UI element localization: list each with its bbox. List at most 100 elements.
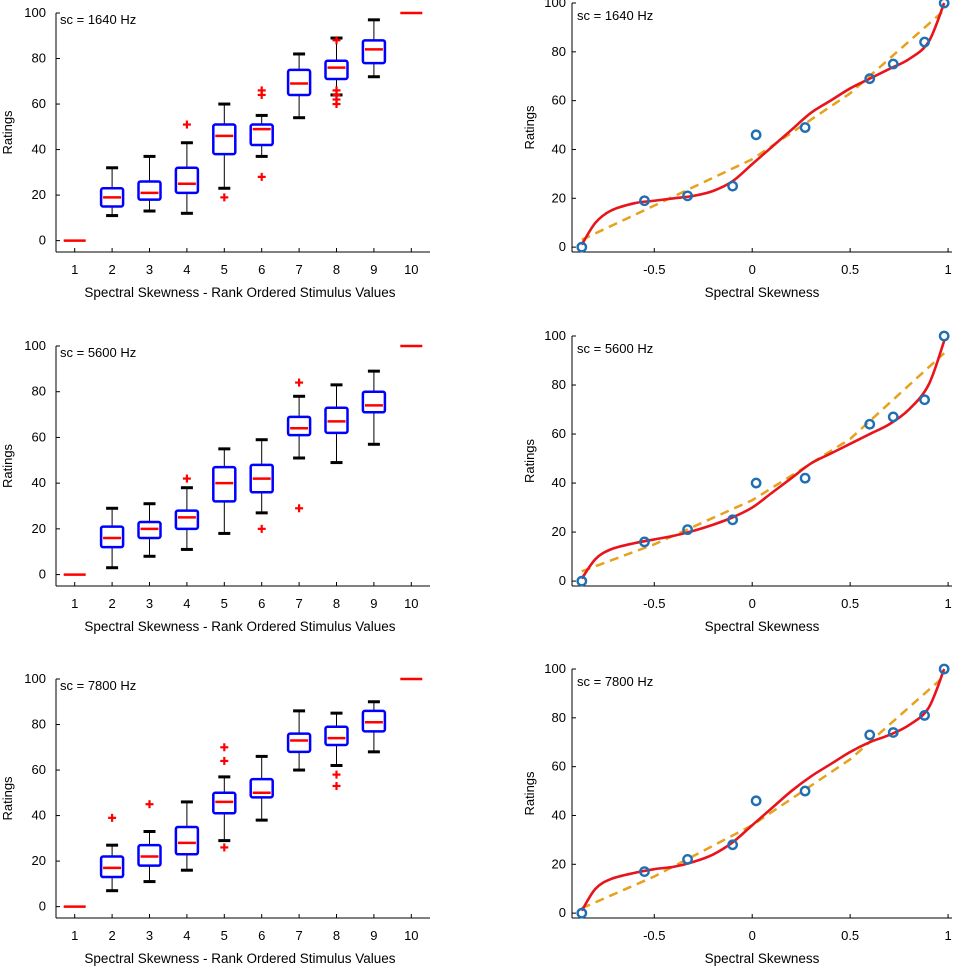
panel-annotation: sc = 1640 Hz [60, 12, 136, 27]
box-iqr [99, 855, 125, 879]
x-tick-label: 5 [221, 928, 228, 943]
box-iqr [249, 777, 274, 799]
y-axis-label: Ratings [522, 105, 537, 150]
x-tick-label: 0.5 [841, 596, 859, 611]
x-tick-label: 10 [404, 596, 418, 611]
data-point [799, 785, 811, 797]
outlier-marker [257, 86, 266, 95]
data-point [919, 36, 930, 48]
x-tick-label: 0.5 [841, 928, 859, 943]
panel-annotation: sc = 5600 Hz [60, 345, 136, 360]
x-tick-label: 6 [258, 262, 265, 277]
outlier-marker [332, 781, 341, 790]
data-point [799, 122, 811, 133]
y-tick-label: 20 [552, 190, 566, 205]
y-tick-label: 40 [32, 475, 46, 490]
box-iqr [99, 525, 125, 549]
outlier-marker [257, 172, 266, 181]
y-tick-label: 80 [32, 384, 46, 399]
data-point [727, 180, 739, 192]
data-point [682, 524, 693, 536]
x-tick-label: 5 [221, 596, 228, 611]
outlier-marker [220, 193, 229, 202]
box-iqr [137, 843, 162, 867]
y-tick-label: 40 [552, 141, 566, 156]
x-tick-label: 7 [295, 596, 302, 611]
y-tick-label: 100 [544, 661, 566, 676]
box-8 [324, 383, 349, 465]
panel-annotation: sc = 7800 Hz [60, 678, 136, 693]
data-point [576, 575, 588, 587]
data-point [864, 729, 876, 741]
x-tick-label: 3 [146, 262, 153, 277]
x-axis-label: Spectral Skewness [705, 619, 820, 634]
box-iqr [249, 463, 274, 494]
box-iqr [99, 187, 125, 208]
box-iqr [324, 59, 349, 81]
x-axis-label: Spectral Skewness - Rank Ordered Stimulu… [84, 951, 395, 966]
data-point [938, 0, 950, 9]
box-7 [286, 52, 312, 120]
x-tick-label: 2 [108, 262, 115, 277]
box-iqr [286, 68, 312, 97]
x-tick-label: 1 [944, 262, 951, 277]
x-tick-label: 6 [258, 596, 265, 611]
y-tick-label: 0 [39, 899, 46, 914]
x-tick-label: 9 [370, 928, 377, 943]
y-tick-label: 100 [24, 338, 46, 353]
data-point [727, 839, 739, 851]
y-tick-label: 20 [552, 856, 566, 871]
data-point [750, 795, 762, 807]
y-tick-label: 40 [552, 807, 566, 822]
y-axis-label: Ratings [522, 771, 537, 816]
data-point [938, 663, 950, 675]
box-iqr [361, 709, 387, 733]
box-2 [99, 166, 125, 218]
panel-annotation: sc = 5600 Hz [577, 341, 653, 356]
x-tick-label: 3 [146, 596, 153, 611]
boxplot-panel-3: sc = 7800 Hz Ratings Spectral Skewness - R… [0, 671, 430, 966]
box-9 [361, 700, 387, 754]
outlier-marker [108, 813, 117, 822]
y-tick-label: 20 [32, 187, 46, 202]
y-axis-label: Ratings [0, 776, 15, 821]
fit-line-solid [580, 2, 946, 246]
data-point [864, 418, 876, 430]
x-axis-label: Spectral Skewness [705, 285, 820, 300]
box-iqr [212, 791, 237, 815]
data-point [750, 129, 762, 141]
data-point [639, 866, 650, 878]
box-4 [174, 474, 200, 551]
boxplot-panel-2: sc = 5600 Hz Ratings Spectral Skewness - R… [0, 338, 430, 634]
y-tick-label: 100 [544, 0, 566, 10]
box-4 [174, 800, 200, 872]
box-6 [249, 86, 274, 181]
data-point [639, 536, 650, 548]
data-point [750, 477, 762, 489]
box-iqr [249, 123, 274, 147]
box-iqr [174, 166, 200, 195]
data-point [576, 241, 588, 253]
x-axis-label: Spectral Skewness - Rank Ordered Stimulu… [84, 285, 395, 300]
outlier-marker [145, 800, 154, 809]
outlier-marker [295, 378, 304, 387]
outlier-marker [295, 504, 304, 513]
box-9 [361, 18, 387, 79]
box-iqr [137, 180, 162, 201]
fit-line-dashed [581, 675, 945, 910]
outlier-marker [182, 474, 191, 483]
fit-line-solid [580, 668, 946, 912]
box-iqr [174, 825, 200, 856]
y-tick-label: 80 [552, 377, 566, 392]
y-tick-label: 40 [32, 808, 46, 823]
x-tick-label: 0 [749, 596, 756, 611]
data-point [938, 330, 950, 342]
box-iqr [286, 415, 312, 437]
panel-annotation: sc = 7800 Hz [577, 674, 653, 689]
box-iqr [361, 39, 387, 65]
data-point [639, 195, 650, 207]
outlier-marker [220, 743, 229, 752]
fit-line-dashed [581, 352, 946, 573]
x-tick-label: -0.5 [643, 262, 665, 277]
